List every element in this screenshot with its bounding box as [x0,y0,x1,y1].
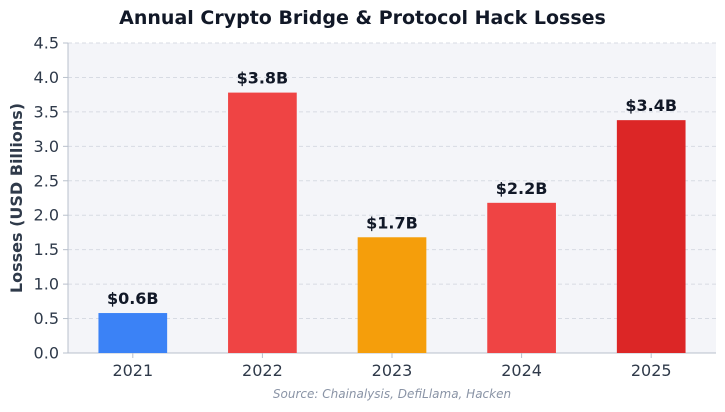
y-tick-label: 2.5 [34,171,59,190]
x-tick-label: 2023 [372,361,413,380]
x-tick-label: 2024 [501,361,542,380]
y-axis-title: Losses (USD Billions) [7,103,26,293]
y-tick-label: 1.0 [34,275,59,294]
y-tick-label: 0.0 [34,344,59,363]
bar-value-label: $0.6B [107,289,159,308]
y-tick-label: 4.5 [34,34,59,53]
x-tick-label: 2021 [112,361,153,380]
bar-2025[interactable] [616,120,686,354]
bar-2021[interactable] [98,313,168,353]
y-tick-label: 4.0 [34,68,59,87]
y-tick-label: 3.5 [34,102,59,121]
bar-2024[interactable] [487,202,556,353]
chart-source: Source: Chainalysis, DefiLlama, Hacken [272,387,512,401]
y-tick-label: 2.0 [34,206,59,225]
y-tick-label: 1.5 [34,240,59,259]
x-tick-label: 2022 [242,361,283,380]
bar-value-label: $2.2B [496,179,548,198]
bar-value-label: $3.4B [625,96,677,115]
bar-value-label: $1.7B [366,213,418,232]
bar-2022[interactable] [228,92,297,353]
bar-value-label: $3.8B [237,69,289,88]
bar-2023[interactable] [357,237,427,353]
y-tick-label: 0.5 [34,309,59,328]
chart-title: Annual Crypto Bridge & Protocol Hack Los… [119,7,606,29]
y-tick-label: 3.0 [34,137,59,156]
x-tick-label: 2025 [631,361,672,380]
